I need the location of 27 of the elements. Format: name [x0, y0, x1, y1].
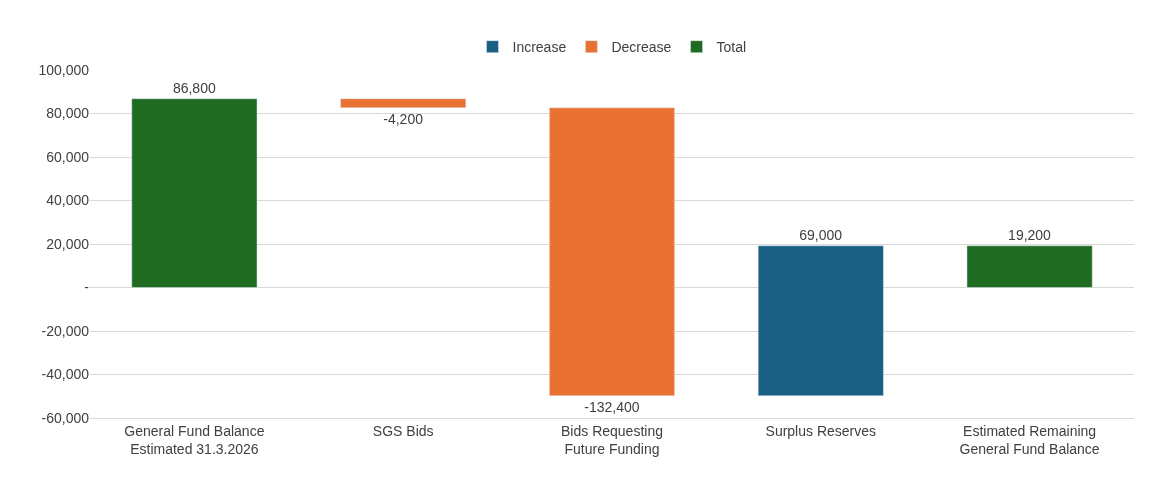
y-tick-label: 40,000 [46, 192, 90, 209]
x-tick-label: General Fund Balance Estimated 31.3.2026 [124, 422, 265, 457]
data-label: 69,000 [799, 226, 843, 243]
bar [966, 245, 1093, 288]
y-tick-label: 100,000 [38, 61, 90, 78]
y-tick-label: - [84, 279, 90, 296]
legend-label: Total [716, 39, 747, 56]
x-tick-label: Bids Requesting Future Funding [561, 422, 663, 457]
x-tick-label: Surplus Reserves [765, 422, 877, 439]
y-tick-label: 80,000 [46, 105, 90, 122]
data-label: -132,400 [584, 398, 640, 415]
x-tick-label: Estimated Remaining General Fund Balance [959, 422, 1100, 457]
y-tick-label: 20,000 [46, 235, 90, 252]
bar [757, 245, 884, 397]
data-label: 19,200 [1008, 226, 1052, 243]
data-label: -4,200 [383, 110, 424, 127]
y-tick-label: 60,000 [46, 148, 90, 165]
data-label: 86,800 [172, 79, 216, 96]
x-tick-label: SGS Bids [372, 422, 434, 439]
bar [549, 107, 675, 397]
y-tick-label: -60,000 [41, 409, 90, 426]
bar [131, 98, 258, 288]
legend-label: Increase [512, 39, 567, 56]
legend-label: Decrease [611, 39, 672, 56]
y-tick-label: -20,000 [41, 322, 90, 339]
y-tick-label: -40,000 [41, 366, 90, 383]
bar [340, 98, 467, 109]
